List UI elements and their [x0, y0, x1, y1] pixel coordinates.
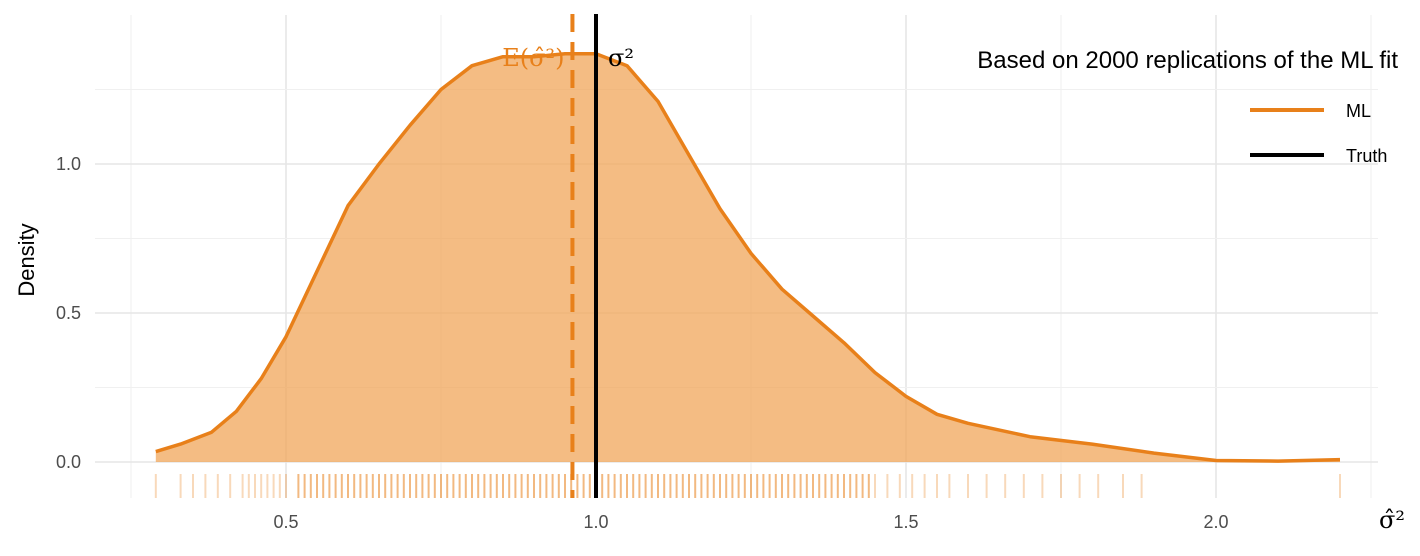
expectation-annotation: E(σ̂²): [502, 44, 564, 72]
legend: ML Truth: [1250, 101, 1387, 166]
chart-subtitle: Based on 2000 replications of the ML fit: [977, 47, 1398, 74]
truth-annotation: σ²: [608, 44, 634, 72]
y-tick-label: 1.0: [56, 154, 81, 174]
ml-density-curve: [155, 51, 1341, 463]
x-tick-label: 1.0: [583, 512, 608, 532]
x-tick-label: 0.5: [273, 512, 298, 532]
y-axis-title: Density: [14, 223, 39, 296]
x-axis-ticks: 0.5 1.0 1.5 2.0: [273, 512, 1228, 532]
x-axis-title: σ̂²: [1379, 506, 1405, 534]
x-tick-label: 2.0: [1203, 512, 1228, 532]
legend-ml-label: ML: [1346, 101, 1371, 121]
y-tick-label: 0.5: [56, 303, 81, 323]
x-tick-label: 1.5: [893, 512, 918, 532]
ml-density-area: [155, 53, 1340, 462]
rug-plot: [154, 474, 1341, 498]
legend-truth-label: Truth: [1346, 146, 1387, 166]
y-axis-ticks: 0.0 0.5 1.0: [56, 154, 81, 472]
y-tick-label: 0.0: [56, 452, 81, 472]
